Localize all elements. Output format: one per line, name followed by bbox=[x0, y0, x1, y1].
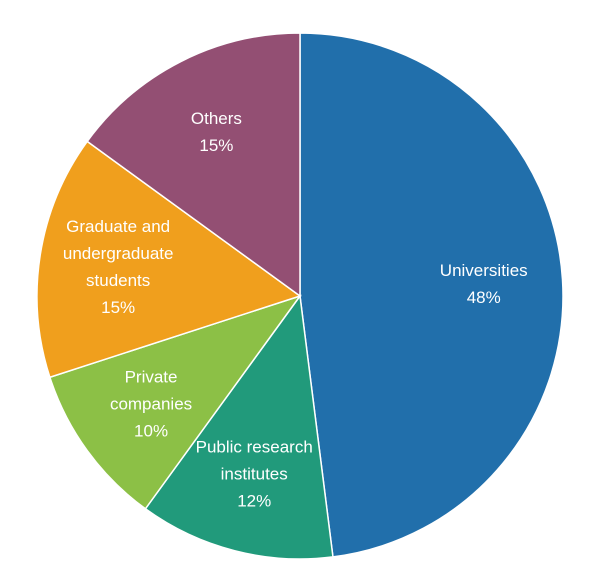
value-label: 15% bbox=[101, 298, 136, 318]
category-label: Graduate and undergraduate students bbox=[62, 217, 174, 291]
value-label: 12% bbox=[237, 491, 272, 511]
value-label: 48% bbox=[466, 288, 501, 308]
slice-label: Graduate and undergraduate students 15% bbox=[56, 213, 180, 321]
pie-slice bbox=[36, 140, 302, 379]
pie-slice bbox=[86, 32, 301, 298]
value-label: 15% bbox=[199, 135, 234, 155]
pie-slice bbox=[144, 294, 334, 560]
slice-label: Universities 48% bbox=[422, 257, 546, 311]
category-label: Public research institutes bbox=[195, 437, 313, 484]
category-label: Others bbox=[190, 108, 242, 128]
value-label: 10% bbox=[134, 421, 169, 441]
category-label: Universities bbox=[439, 261, 528, 281]
pie-slice bbox=[299, 32, 564, 558]
slice-label: Private companies 10% bbox=[89, 364, 213, 445]
pie-slice bbox=[48, 294, 302, 510]
slice-label: Others 15% bbox=[154, 105, 278, 159]
category-label: Private companies bbox=[109, 367, 193, 414]
slice-label: Public research institutes 12% bbox=[192, 434, 316, 515]
